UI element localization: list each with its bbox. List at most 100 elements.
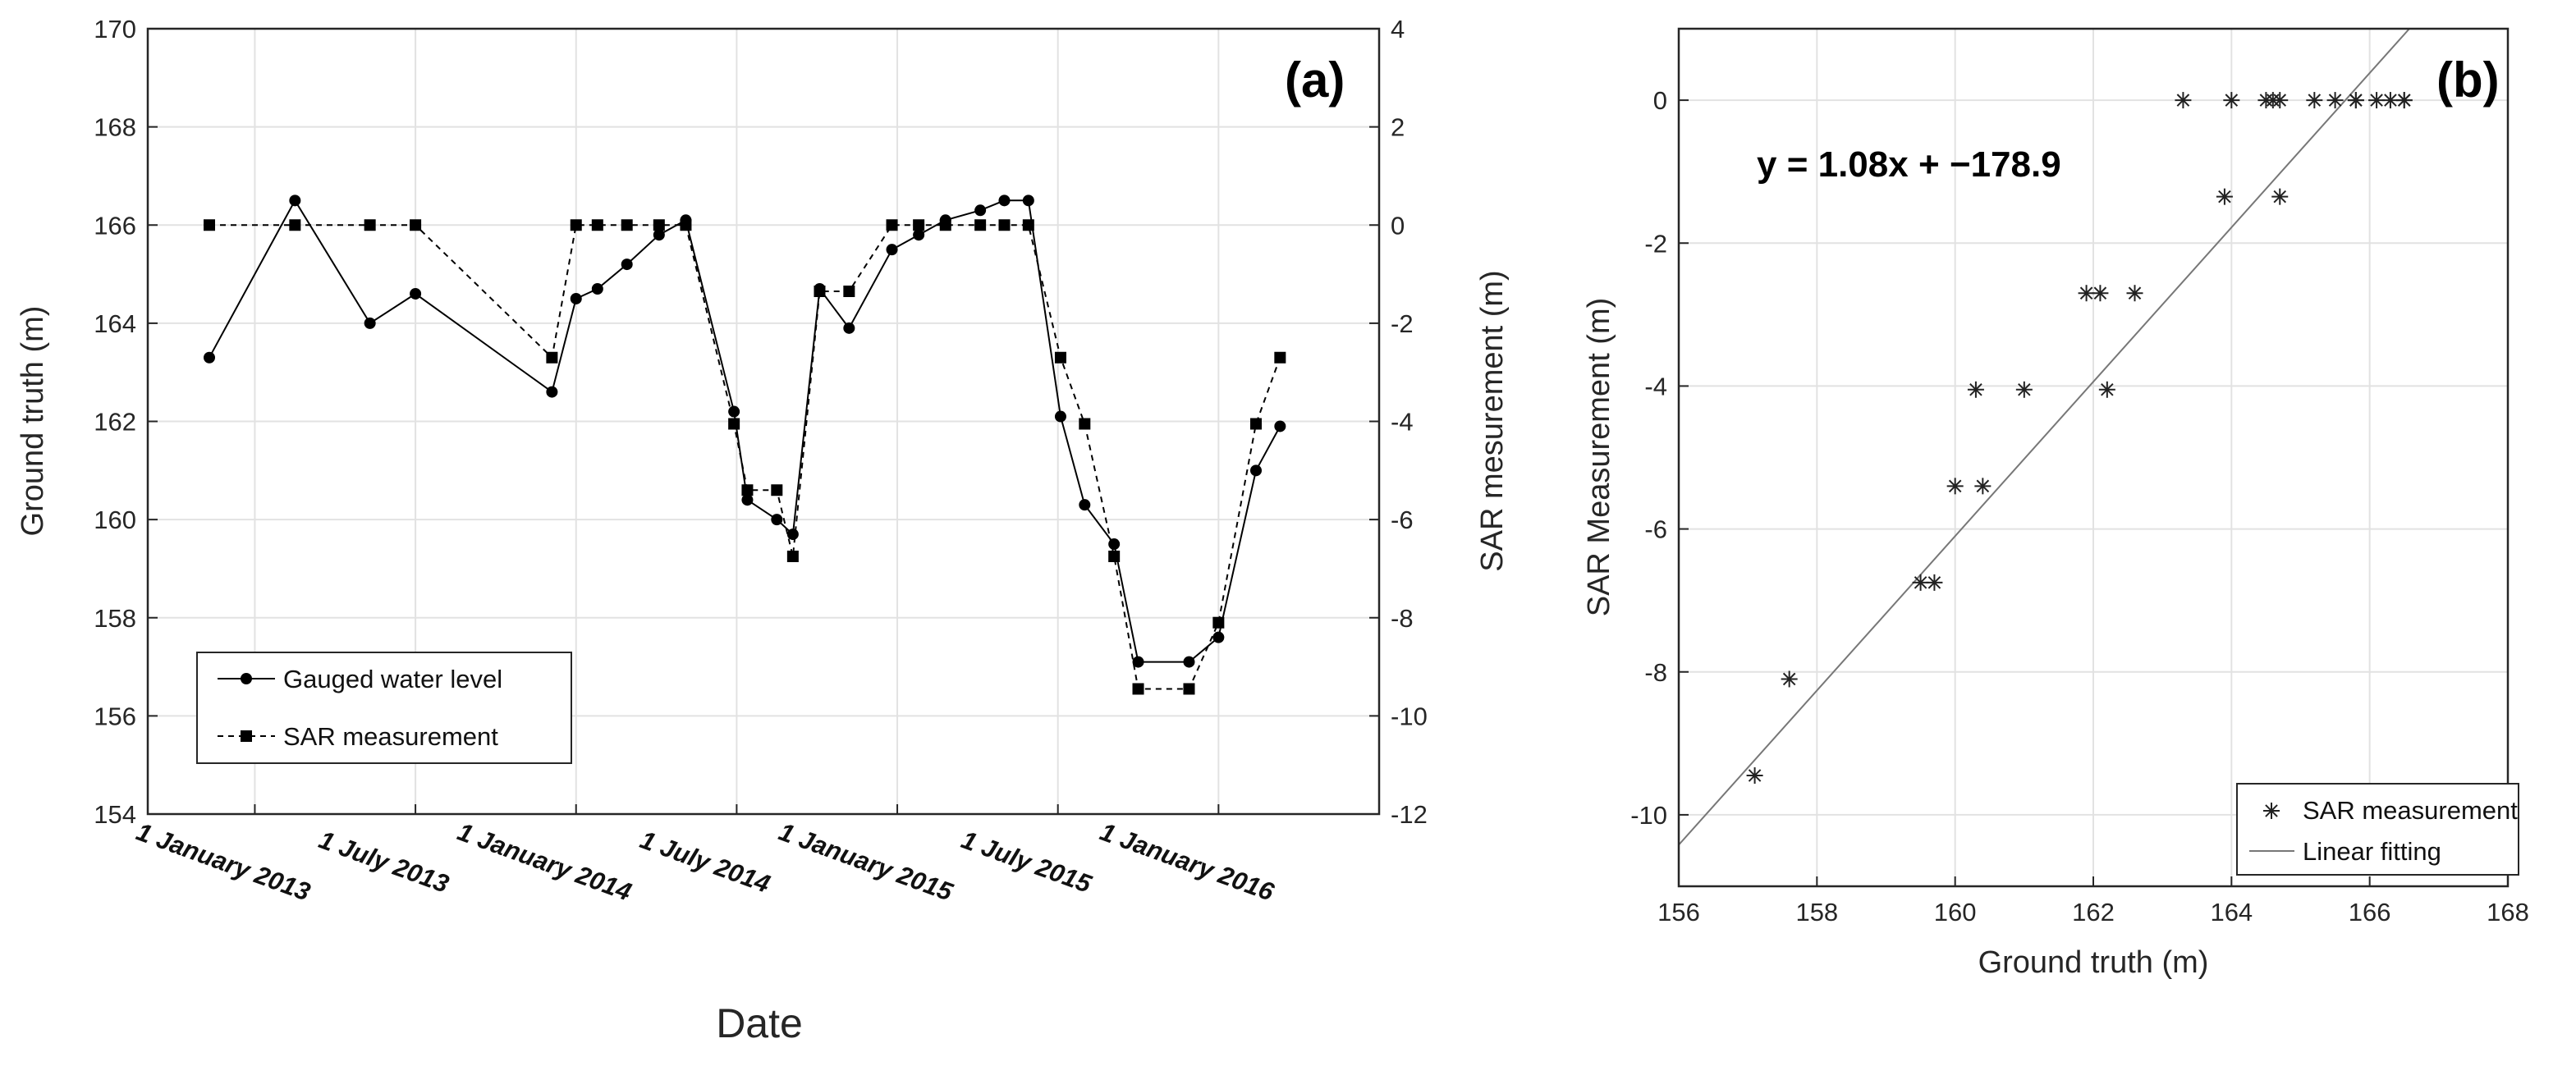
scatter-point xyxy=(2078,285,2095,302)
sar-point xyxy=(1250,418,1262,430)
sar-point xyxy=(204,219,215,231)
sar-point xyxy=(1079,418,1091,430)
panel-b-ticks: 156 158 160 162 164 166 168 -10 -8 -6 -4 -2 0 xyxy=(1630,86,2529,926)
b-x-tick-label: 168 xyxy=(2487,898,2529,926)
gauged-point xyxy=(998,194,1011,207)
panel-a-x-axis-title: Date xyxy=(716,1000,803,1046)
legend-sar-marker xyxy=(241,730,252,742)
scatter-point xyxy=(1912,574,1929,591)
scatter-point xyxy=(2223,92,2240,109)
sar-point xyxy=(364,219,376,231)
a-right-tick-label: 0 xyxy=(1391,211,1405,240)
gauged-point xyxy=(771,514,783,526)
a-left-tick-label: 168 xyxy=(94,113,136,142)
scatter-point xyxy=(2381,92,2399,109)
sar-point xyxy=(771,484,783,496)
b-x-tick-label: 158 xyxy=(1795,898,1838,926)
legend-scatter-label: SAR measurement xyxy=(2303,796,2518,825)
scatter-point xyxy=(2216,188,2233,205)
gauged-point xyxy=(570,292,582,304)
gauged-point xyxy=(1250,464,1262,477)
gauged-point xyxy=(289,194,301,207)
sar-point xyxy=(913,219,925,231)
sar-point xyxy=(1183,683,1195,695)
legend-sar-label: SAR measurement xyxy=(283,722,498,751)
gauged-point xyxy=(410,287,422,300)
sar-point xyxy=(1212,616,1225,629)
gauged-point xyxy=(1212,631,1225,643)
gauged-point xyxy=(843,322,855,334)
panel-a-legend-box xyxy=(196,652,572,764)
panel-a-chart: 154 156 158 160 162 164 166 168 170 -12 -10 -8 -6 -4 -… xyxy=(16,15,1510,1046)
gauged-point xyxy=(1054,410,1066,423)
sar-point xyxy=(974,219,987,231)
panel-b-chart: 156 158 160 162 164 166 168 -10 -8 -6 -4 -2 0 (b) y … xyxy=(1582,27,2529,980)
scatter-point xyxy=(1946,478,1964,495)
sar-point xyxy=(939,219,951,231)
a-left-tick-label: 160 xyxy=(94,506,136,534)
a-right-tick-label: -12 xyxy=(1391,800,1428,829)
fit-equation: y = 1.08x + −178.9 xyxy=(1757,144,2061,185)
a-x-tick-label: 1 January 2014 xyxy=(454,817,635,907)
scatter-point xyxy=(2098,381,2115,398)
sar-point xyxy=(1274,351,1286,364)
a-left-tick-label: 158 xyxy=(94,604,136,633)
b-x-tick-label: 162 xyxy=(2072,898,2115,926)
scatter-point xyxy=(2271,188,2289,205)
linear-fit-line xyxy=(1678,28,2410,846)
a-left-tick-label: 164 xyxy=(94,309,136,338)
b-y-tick-label: -2 xyxy=(1644,229,1667,258)
panel-b-fit-line xyxy=(1678,28,2410,846)
sar-point xyxy=(843,285,855,297)
gauged-point xyxy=(1022,194,1034,207)
sar-point xyxy=(1132,683,1144,695)
legend-gauged-marker xyxy=(241,673,252,684)
b-y-tick-label: -10 xyxy=(1630,801,1667,830)
scatter-point xyxy=(2306,92,2323,109)
b-y-tick-label: -8 xyxy=(1644,658,1667,687)
a-x-tick-label: 1 January 2016 xyxy=(1096,817,1278,907)
gauged-point xyxy=(364,317,376,329)
b-x-tick-label: 160 xyxy=(1934,898,1977,926)
sar-point xyxy=(814,285,826,297)
sar-point xyxy=(591,219,603,231)
scatter-point xyxy=(1781,670,1798,688)
gauged-point xyxy=(546,386,558,398)
panel-b-legend: SAR measurement Linear fitting xyxy=(2236,783,2519,876)
panel-a-right-axis-title: SAR mesurement (m) xyxy=(1475,270,1510,571)
sar-point xyxy=(1108,550,1121,562)
panel-b-legend-box xyxy=(2236,783,2519,876)
scatter-point xyxy=(1746,767,1763,785)
scatter-point xyxy=(2368,92,2386,109)
gauged-point xyxy=(913,229,925,241)
sar-point xyxy=(886,219,898,231)
a-right-tick-label: 2 xyxy=(1391,113,1405,142)
gauged-point xyxy=(741,494,754,506)
b-y-tick-label: 0 xyxy=(1653,86,1667,115)
panel-b-x-axis-title: Ground truth (m) xyxy=(1978,945,2209,980)
b-x-tick-label: 156 xyxy=(1657,898,1700,926)
panel-b-y-axis-title: SAR Measurement (m) xyxy=(1582,298,1616,617)
sar-point xyxy=(998,219,1011,231)
sar-point xyxy=(1022,219,1034,231)
a-x-tick-label: 1 January 2015 xyxy=(775,817,957,907)
a-right-tick-label: 4 xyxy=(1391,15,1405,43)
sar-point xyxy=(728,418,740,430)
gauged-point xyxy=(591,283,603,295)
sar-point xyxy=(680,219,692,231)
sar-point xyxy=(741,484,754,496)
panel-a-legend: Gauged water level SAR measurement xyxy=(196,652,572,764)
b-x-tick-label: 164 xyxy=(2210,898,2253,926)
a-right-tick-label: -8 xyxy=(1391,604,1414,633)
gauged-point xyxy=(974,204,987,217)
gauged-water-level-line xyxy=(209,199,1281,663)
legend-asterisk-marker xyxy=(2263,803,2280,819)
sar-point xyxy=(570,219,582,231)
legend-asterisk-glyph xyxy=(2263,803,2280,819)
gauged-point xyxy=(786,528,799,541)
b-y-tick-label: -4 xyxy=(1644,372,1667,400)
a-right-tick-label: -10 xyxy=(1391,702,1428,730)
a-x-tick-label: 1 July 2014 xyxy=(636,825,773,898)
a-left-tick-label: 170 xyxy=(94,15,136,43)
